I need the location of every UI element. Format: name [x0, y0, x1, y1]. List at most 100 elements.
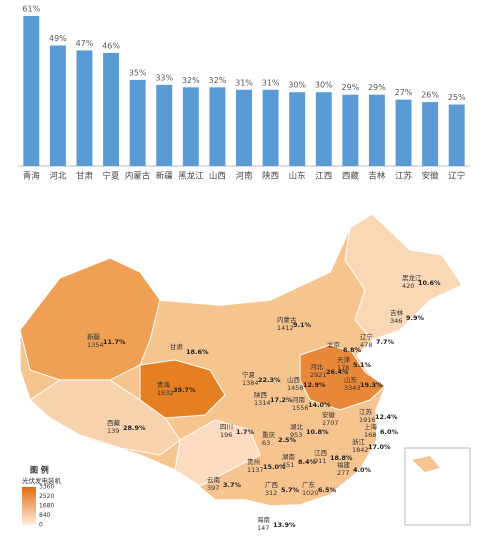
- value-label: 29%: [368, 83, 386, 92]
- value-label: 31%: [262, 78, 280, 87]
- region-capacity: 139: [107, 427, 119, 435]
- region-northeast: [344, 213, 463, 341]
- value-label: 32%: [182, 76, 200, 85]
- region-share: 6.0%: [380, 428, 399, 436]
- x-tick-label: 陕西: [262, 171, 279, 182]
- x-tick-label: 山西: [209, 171, 226, 182]
- region-north: [299, 344, 386, 411]
- bar: [422, 102, 439, 166]
- region-name: 河南: [292, 395, 306, 404]
- region-share: 2.5%: [278, 436, 297, 444]
- region-share: 26.4%: [326, 368, 349, 376]
- region-share: 4.0%: [353, 466, 372, 474]
- bar: [368, 94, 385, 166]
- region-share: 17.0%: [368, 443, 391, 451]
- region-capacity: 478: [360, 341, 372, 349]
- region-name: 海南: [257, 515, 271, 524]
- region-capacity: 312: [265, 489, 277, 497]
- region-name: 重庆: [262, 430, 276, 439]
- bar: [289, 92, 306, 166]
- region-share: 10.8%: [306, 428, 329, 436]
- x-tick-label: 宁夏: [103, 171, 121, 182]
- bar: [129, 79, 146, 166]
- region-name: 浙江: [352, 437, 366, 446]
- region-capacity: 277: [337, 469, 349, 477]
- region-name: 福建: [337, 460, 351, 469]
- region-capacity: 63: [262, 439, 270, 447]
- region-name: 云南: [207, 475, 221, 484]
- region-share: 7.7%: [376, 338, 395, 346]
- bar: [262, 89, 279, 166]
- legend-tick: 2520: [39, 493, 54, 500]
- region-name: 西藏: [107, 418, 121, 427]
- region-share: 9.1%: [293, 321, 312, 329]
- x-tick-label: 内蒙古: [125, 171, 151, 182]
- region-capacity: 1556: [292, 404, 309, 412]
- value-label: 31%: [235, 78, 253, 87]
- region-share: 9.9%: [406, 314, 425, 322]
- region-capacity: 1137: [247, 466, 264, 474]
- region-capacity: 420: [402, 282, 414, 290]
- legend-tick: 840: [39, 512, 51, 519]
- region-share: 11.7%: [103, 338, 126, 346]
- bar: [395, 99, 412, 166]
- region-share: 14.0%: [308, 401, 331, 409]
- region-name: 江苏: [359, 407, 373, 416]
- bar: [156, 84, 173, 166]
- region-name: 内蒙古: [277, 315, 297, 324]
- region-name: 贵州: [247, 457, 260, 466]
- bar: [76, 50, 93, 166]
- value-label: 30%: [288, 81, 306, 90]
- value-label: 46%: [102, 41, 120, 50]
- bar: [209, 87, 226, 166]
- region-name: 湖南: [282, 452, 296, 461]
- region-name: 新疆: [87, 332, 101, 341]
- legend-tick: 0: [39, 522, 43, 529]
- x-tick-label: 河北: [49, 171, 67, 182]
- x-tick-label: 新疆: [156, 171, 174, 182]
- legend-title: 图 例: [30, 465, 49, 475]
- region-name: 河北: [310, 363, 324, 371]
- region-share: 5.7%: [281, 486, 300, 494]
- region-name: 广西: [265, 480, 279, 489]
- bar: [182, 87, 199, 166]
- value-label: 26%: [421, 91, 439, 100]
- legend-tick: 3360: [39, 484, 54, 491]
- region-capacity: 1314: [254, 399, 271, 407]
- region-capacity: 397: [207, 484, 219, 492]
- value-label: 35%: [129, 68, 147, 77]
- region-name: 青海: [157, 380, 171, 389]
- region-share: 12.4%: [375, 413, 398, 421]
- region-share: 15.0%: [263, 463, 286, 471]
- value-label: 49%: [49, 34, 67, 43]
- region-name: 江西: [314, 449, 328, 457]
- region-capacity: 1916: [359, 416, 376, 424]
- region-name: 甘肃: [170, 342, 184, 351]
- bar: [448, 104, 465, 166]
- region-share: 3.7%: [223, 481, 242, 489]
- legend-gradient: [22, 487, 36, 525]
- legend-tick: 1680: [39, 503, 54, 510]
- x-tick-label: 甘肃: [76, 171, 94, 182]
- value-label: 32%: [209, 76, 227, 85]
- region-name: 广东: [302, 480, 316, 489]
- bar: [342, 94, 359, 166]
- region-share: 1.7%: [236, 428, 255, 436]
- region-name: 辽宁: [360, 332, 374, 341]
- region-capacity: 1707: [322, 419, 339, 427]
- x-tick-label: 安徽: [422, 171, 440, 182]
- region-share: 18.6%: [186, 348, 209, 356]
- region-share: 8.4%: [298, 458, 317, 466]
- bar: [103, 52, 120, 166]
- region-share: 18.8%: [330, 454, 353, 462]
- x-tick-label: 山东: [289, 171, 306, 182]
- region-capacity: 1354: [87, 341, 104, 349]
- region-name: 陕西: [254, 390, 268, 399]
- x-tick-label: 西藏: [342, 171, 360, 182]
- region-capacity: 1842: [352, 446, 369, 454]
- region-name: 安徽: [322, 410, 336, 419]
- region-capacity: 1412: [277, 324, 294, 332]
- region-name: 上海: [364, 422, 378, 431]
